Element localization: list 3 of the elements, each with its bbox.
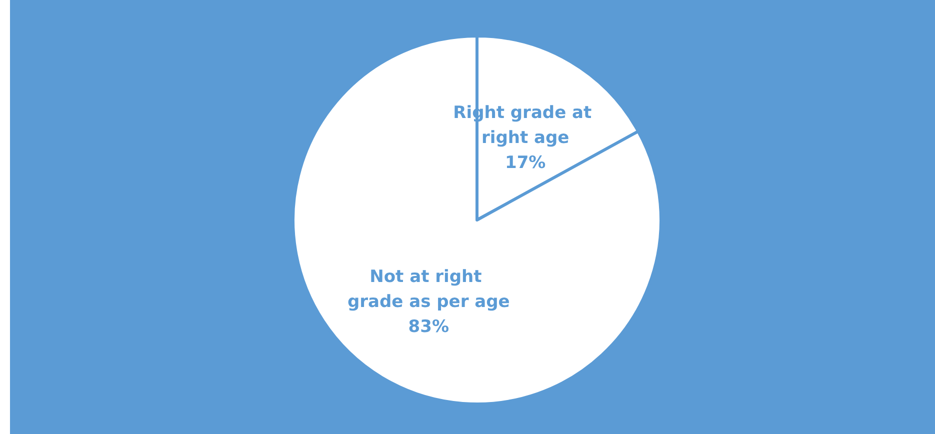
slice-label: Not at right grade as per age bbox=[347, 266, 510, 312]
data-label: 83% bbox=[408, 316, 449, 337]
data-label: 17% bbox=[505, 153, 546, 174]
